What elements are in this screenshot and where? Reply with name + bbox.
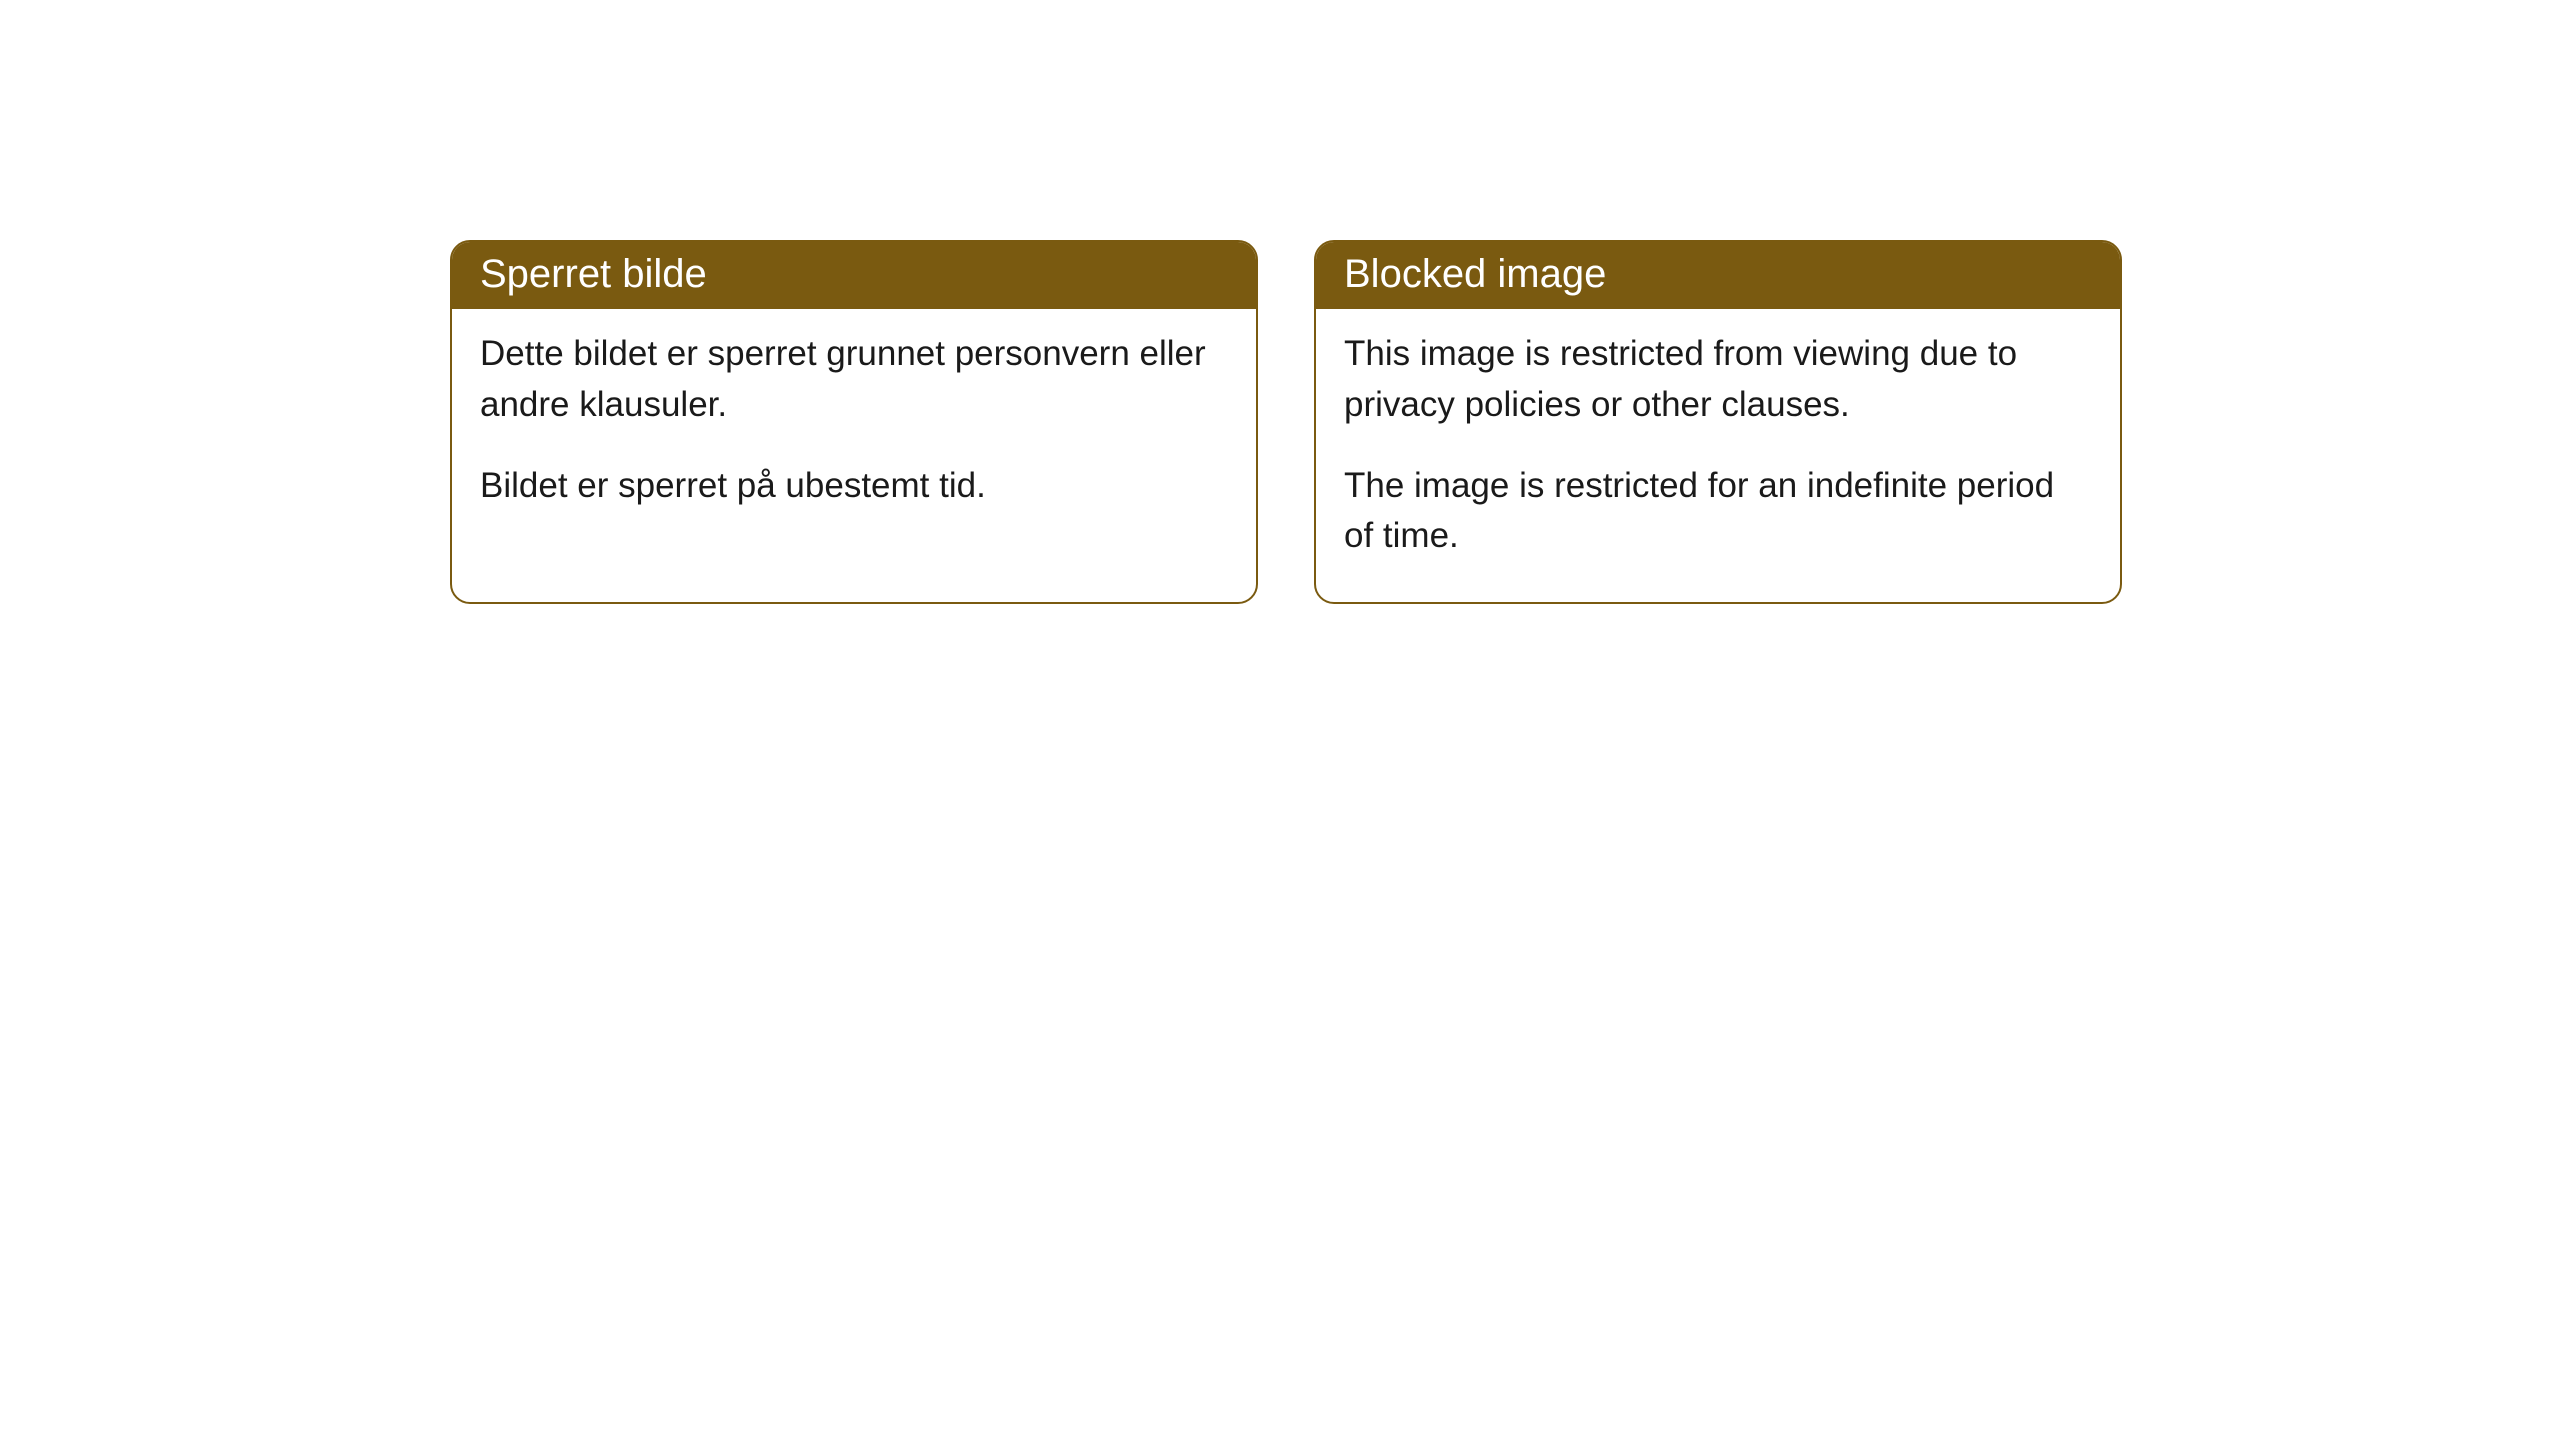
card-norwegian: Sperret bilde Dette bildet er sperret gr… — [450, 240, 1258, 604]
card-paragraph: Bildet er sperret på ubestemt tid. — [480, 461, 1228, 512]
card-paragraph: Dette bildet er sperret grunnet personve… — [480, 329, 1228, 431]
card-header-english: Blocked image — [1316, 242, 2120, 309]
card-english: Blocked image This image is restricted f… — [1314, 240, 2122, 604]
card-header-norwegian: Sperret bilde — [452, 242, 1256, 309]
card-title: Blocked image — [1344, 252, 1606, 296]
card-paragraph: This image is restricted from viewing du… — [1344, 329, 2092, 431]
card-body-english: This image is restricted from viewing du… — [1316, 309, 2120, 602]
card-paragraph: The image is restricted for an indefinit… — [1344, 461, 2092, 563]
card-title: Sperret bilde — [480, 252, 707, 296]
cards-container: Sperret bilde Dette bildet er sperret gr… — [0, 0, 2560, 604]
card-body-norwegian: Dette bildet er sperret grunnet personve… — [452, 309, 1256, 551]
